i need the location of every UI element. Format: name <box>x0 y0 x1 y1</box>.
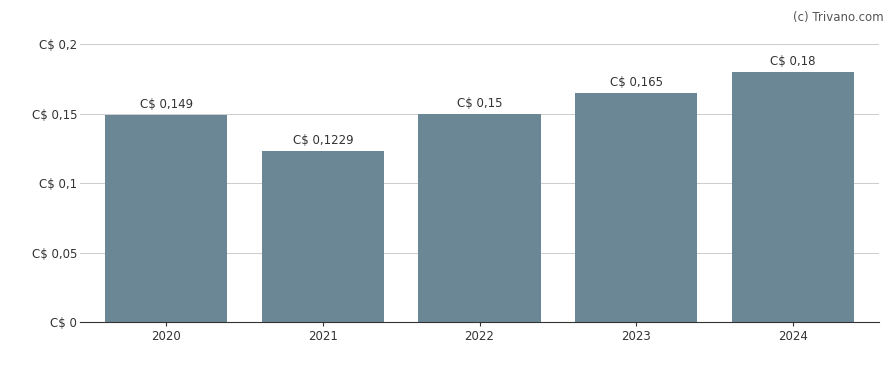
Text: C$ 0,149: C$ 0,149 <box>139 98 193 111</box>
Text: C$ 0,1229: C$ 0,1229 <box>292 134 353 147</box>
Bar <box>105 115 227 322</box>
Text: C$ 0,18: C$ 0,18 <box>770 55 816 68</box>
Bar <box>575 93 697 322</box>
Bar <box>732 72 854 322</box>
Text: C$ 0,165: C$ 0,165 <box>610 76 662 89</box>
Bar <box>262 151 384 322</box>
Bar <box>418 114 541 322</box>
Text: (c) Trivano.com: (c) Trivano.com <box>793 11 884 24</box>
Text: C$ 0,15: C$ 0,15 <box>456 97 503 110</box>
